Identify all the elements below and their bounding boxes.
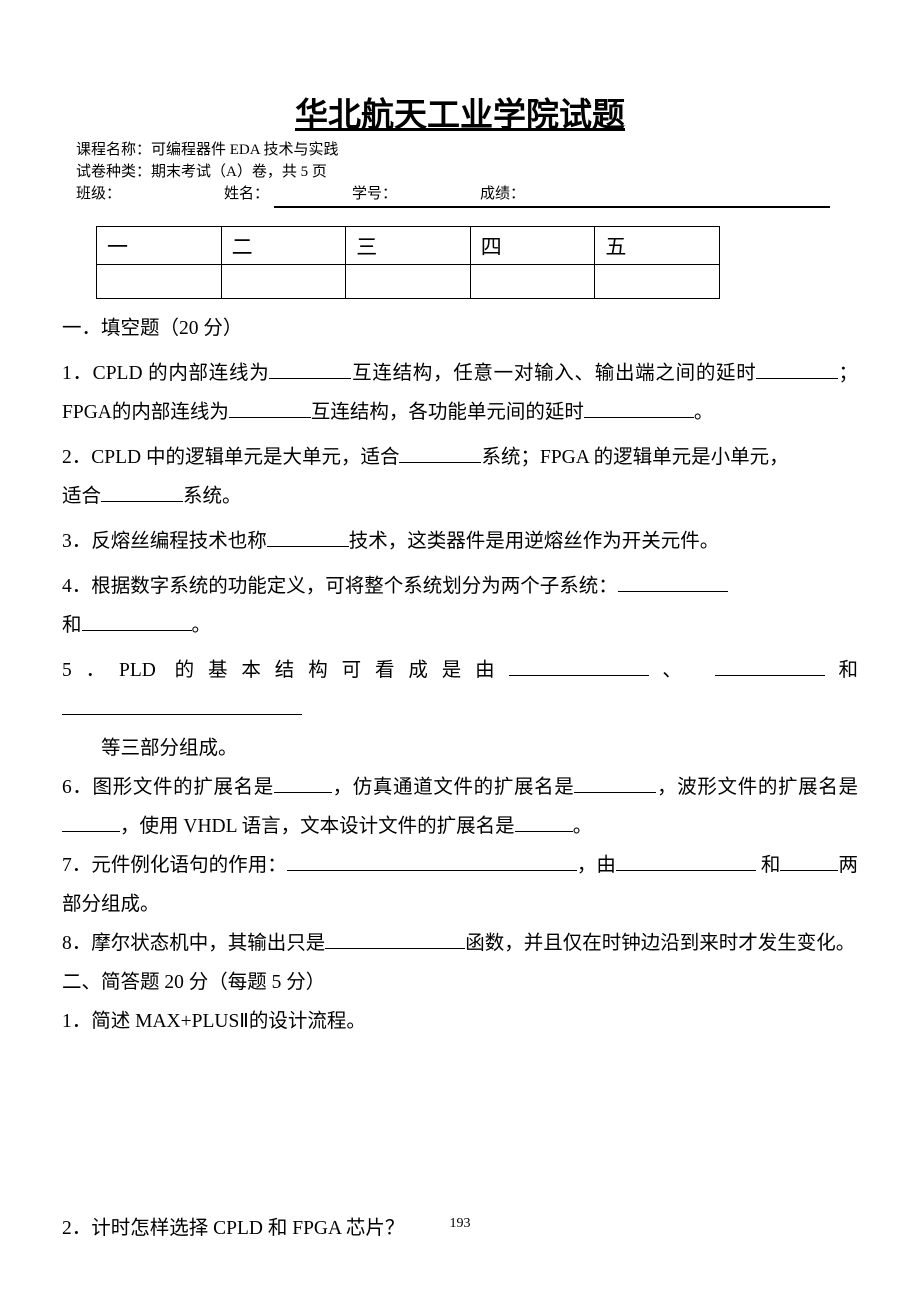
score-table: 一 二 三 四 五	[96, 226, 720, 299]
blank	[267, 529, 349, 547]
question-6: 6．图形文件的扩展名是 ，仿真通道文件的扩展名是 ，波形文件的扩展名是 ，使用 VHD…	[62, 768, 858, 846]
blank	[715, 658, 825, 676]
score-table-value-row	[97, 265, 720, 299]
q1-text-b: 互连结构，任意一对输入、输出端之间的延时	[351, 363, 756, 384]
blank	[616, 853, 756, 871]
blank	[756, 361, 838, 379]
blank	[325, 931, 465, 949]
q2-text-b: 系统；FPGA 的逻辑单元是小单元，	[481, 447, 788, 468]
course-label: 课程名称：	[76, 142, 151, 158]
q8-text-b: 函数，并且仅在时钟边沿到来时才发生变化。	[465, 933, 855, 954]
question-5-line2: 等三部分组成。	[62, 729, 858, 768]
meta-student-row: 班级： 姓名： 学号： 成绩：	[76, 184, 858, 205]
id-label: 学号：	[352, 184, 480, 205]
q6-text-a: 6．图形文件的扩展名是	[62, 777, 274, 798]
score-cell-4	[470, 265, 595, 299]
score-col-5: 五	[595, 227, 720, 265]
blank	[584, 400, 694, 418]
q5-sep: 、	[649, 660, 696, 681]
q4-text-b: 和	[62, 615, 82, 636]
score-label: 成绩：	[480, 184, 525, 205]
name-label: 姓名：	[224, 184, 352, 205]
score-cell-3	[346, 265, 471, 299]
blank	[515, 814, 573, 832]
score-cell-5	[595, 265, 720, 299]
q5-text-a: 5．PLD 的基本结构可看成是由	[62, 660, 509, 681]
meta-block: 课程名称：可编程器件 EDA 技术与实践 试卷种类：期末考试（A）卷，共 5 页…	[76, 140, 858, 205]
blank	[399, 445, 481, 463]
q6-text-b: ，仿真通道文件的扩展名是	[332, 777, 575, 798]
score-col-4: 四	[470, 227, 595, 265]
blank	[287, 853, 577, 871]
section-1-header: 一．填空题（20 分）	[62, 309, 858, 348]
meta-course: 课程名称：可编程器件 EDA 技术与实践	[76, 140, 858, 161]
blank	[574, 775, 656, 793]
blank	[82, 613, 192, 631]
meta-paper: 试卷种类：期末考试（A）卷，共 5 页	[76, 162, 858, 183]
score-cell-1	[97, 265, 222, 299]
question-5: 5．PLD 的基本结构可看成是由 、 和	[62, 651, 858, 729]
score-col-2: 二	[221, 227, 346, 265]
q8-text-a: 8．摩尔状态机中，其输出只是	[62, 933, 325, 954]
q4-text-c: 。	[192, 615, 212, 636]
q1-text-a: 1．CPLD 的内部连线为	[62, 363, 269, 384]
question-3: 3．反熔丝编程技术也称 技术，这类器件是用逆熔丝作为开关元件。	[62, 522, 858, 561]
q1-text-e: 。	[694, 402, 714, 423]
paper-type: 期末考试（A）卷，共 5 页	[151, 164, 327, 180]
class-label: 班级：	[76, 184, 224, 205]
page-title: 华北航天工业学院试题	[62, 88, 858, 136]
header-divider	[274, 206, 830, 208]
q3-text-a: 3．反熔丝编程技术也称	[62, 531, 267, 552]
blank	[274, 775, 332, 793]
score-cell-2	[221, 265, 346, 299]
q2-text-c: 适合	[62, 486, 101, 507]
blank	[62, 814, 120, 832]
content-body: 一．填空题（20 分） 1．CPLD 的内部连线为 互连结构，任意一对输入、输出端…	[62, 309, 858, 1248]
blank	[509, 658, 649, 676]
score-col-1: 一	[97, 227, 222, 265]
blank	[780, 853, 838, 871]
question-8: 8．摩尔状态机中，其输出只是 函数，并且仅在时钟边沿到来时才发生变化。	[62, 924, 858, 963]
q6-text-e: 。	[573, 816, 593, 837]
q3-text-b: 技术，这类器件是用逆熔丝作为开关元件。	[349, 531, 720, 552]
blank	[62, 697, 302, 715]
blank	[229, 400, 311, 418]
exam-page: 华北航天工业学院试题 课程名称：可编程器件 EDA 技术与实践 试卷种类：期末考…	[0, 0, 920, 1248]
q5-text-b: 和	[825, 660, 858, 681]
question-2-line2: 适合 系统。	[62, 477, 858, 516]
blank	[269, 361, 351, 379]
score-col-3: 三	[346, 227, 471, 265]
q1-text-d: 互连结构，各功能单元间的延时	[311, 402, 584, 423]
q2-text-d: 系统。	[183, 486, 242, 507]
q7-text-c: 和	[756, 855, 780, 876]
score-table-header-row: 一 二 三 四 五	[97, 227, 720, 265]
q4-text-a: 4．根据数字系统的功能定义，可将整个系统划分为两个子系统：	[62, 576, 618, 597]
s2-question-1: 1．简述 MAX+PLUSⅡ的设计流程。	[62, 1002, 858, 1041]
page-number: 193	[0, 1216, 920, 1232]
question-4-line2: 和。	[62, 606, 858, 645]
q7-text-b: ，由	[577, 855, 616, 876]
question-4: 4．根据数字系统的功能定义，可将整个系统划分为两个子系统：	[62, 567, 858, 606]
blank	[618, 574, 728, 592]
q2-text-a: 2．CPLD 中的逻辑单元是大单元，适合	[62, 447, 399, 468]
q7-text-a: 7．元件例化语句的作用：	[62, 855, 287, 876]
course-name: 可编程器件 EDA 技术与实践	[151, 142, 339, 158]
question-1: 1．CPLD 的内部连线为互连结构，任意一对输入、输出端之间的延时；FPGA的内…	[62, 354, 858, 432]
q6-text-c: ，波形文件的扩展名是	[656, 777, 858, 798]
q6-text-d: ，使用 VHDL 语言，文本设计文件的扩展名是	[120, 816, 515, 837]
blank	[101, 484, 183, 502]
question-2: 2．CPLD 中的逻辑单元是大单元，适合 系统；FPGA 的逻辑单元是小单元，	[62, 438, 858, 477]
question-7: 7．元件例化语句的作用：，由 和两部分组成。	[62, 846, 858, 924]
paper-label: 试卷种类：	[76, 164, 151, 180]
section-2-header: 二、简答题 20 分（每题 5 分）	[62, 963, 858, 1002]
